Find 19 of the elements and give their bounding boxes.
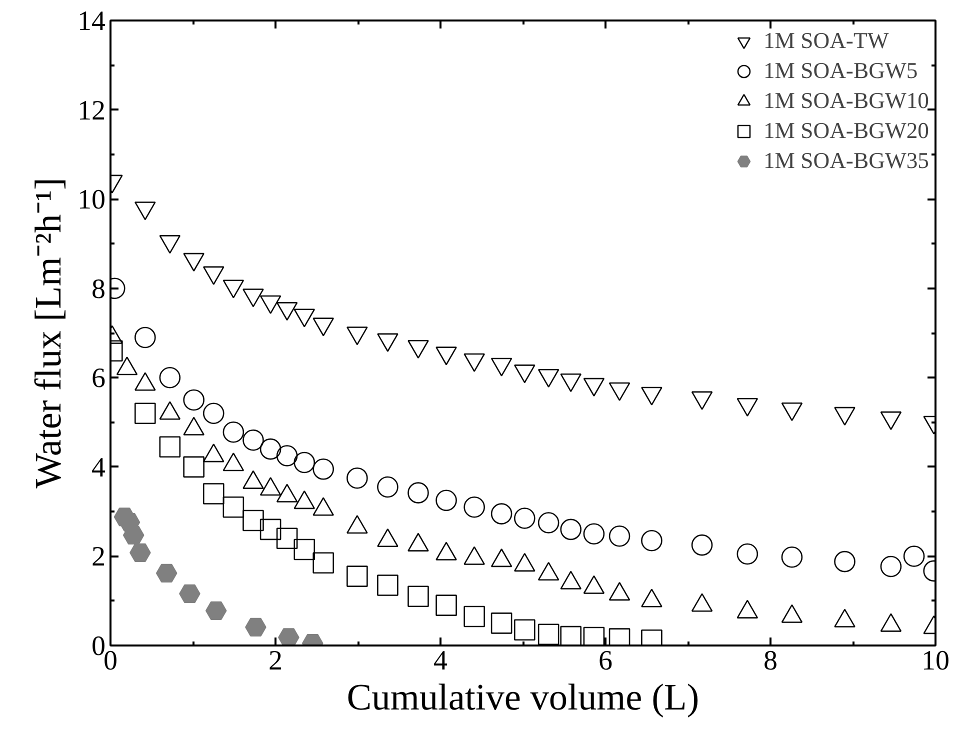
y-tick-label: 12 <box>78 95 106 126</box>
y-tick-label: 10 <box>78 184 106 216</box>
legend-label: 1M SOA-BGW5 <box>763 58 918 84</box>
x-tick-label: 8 <box>764 646 778 676</box>
legend-label: 1M SOA-BGW10 <box>763 88 929 114</box>
x-tick-label: 4 <box>434 646 448 676</box>
y-tick-label: 2 <box>92 542 106 573</box>
y-tick-label: 4 <box>92 452 106 484</box>
y-tick-label: 14 <box>78 6 106 37</box>
y-tick-label: 6 <box>92 363 106 394</box>
x-axis-title: Cumulative volume (L) <box>346 678 700 718</box>
x-tick-label: 10 <box>922 646 950 676</box>
y-axis-title: Water flux [Lm⁻²h⁻¹] <box>28 178 70 488</box>
y-tick-label: 8 <box>92 274 106 305</box>
legend-label: 1M SOA-BGW35 <box>763 148 929 174</box>
x-tick-label: 2 <box>268 646 282 676</box>
legend-label: 1M SOA-BGW20 <box>763 118 929 144</box>
x-tick-label: 6 <box>598 646 612 676</box>
legend-label: 1M SOA-TW <box>763 28 889 54</box>
